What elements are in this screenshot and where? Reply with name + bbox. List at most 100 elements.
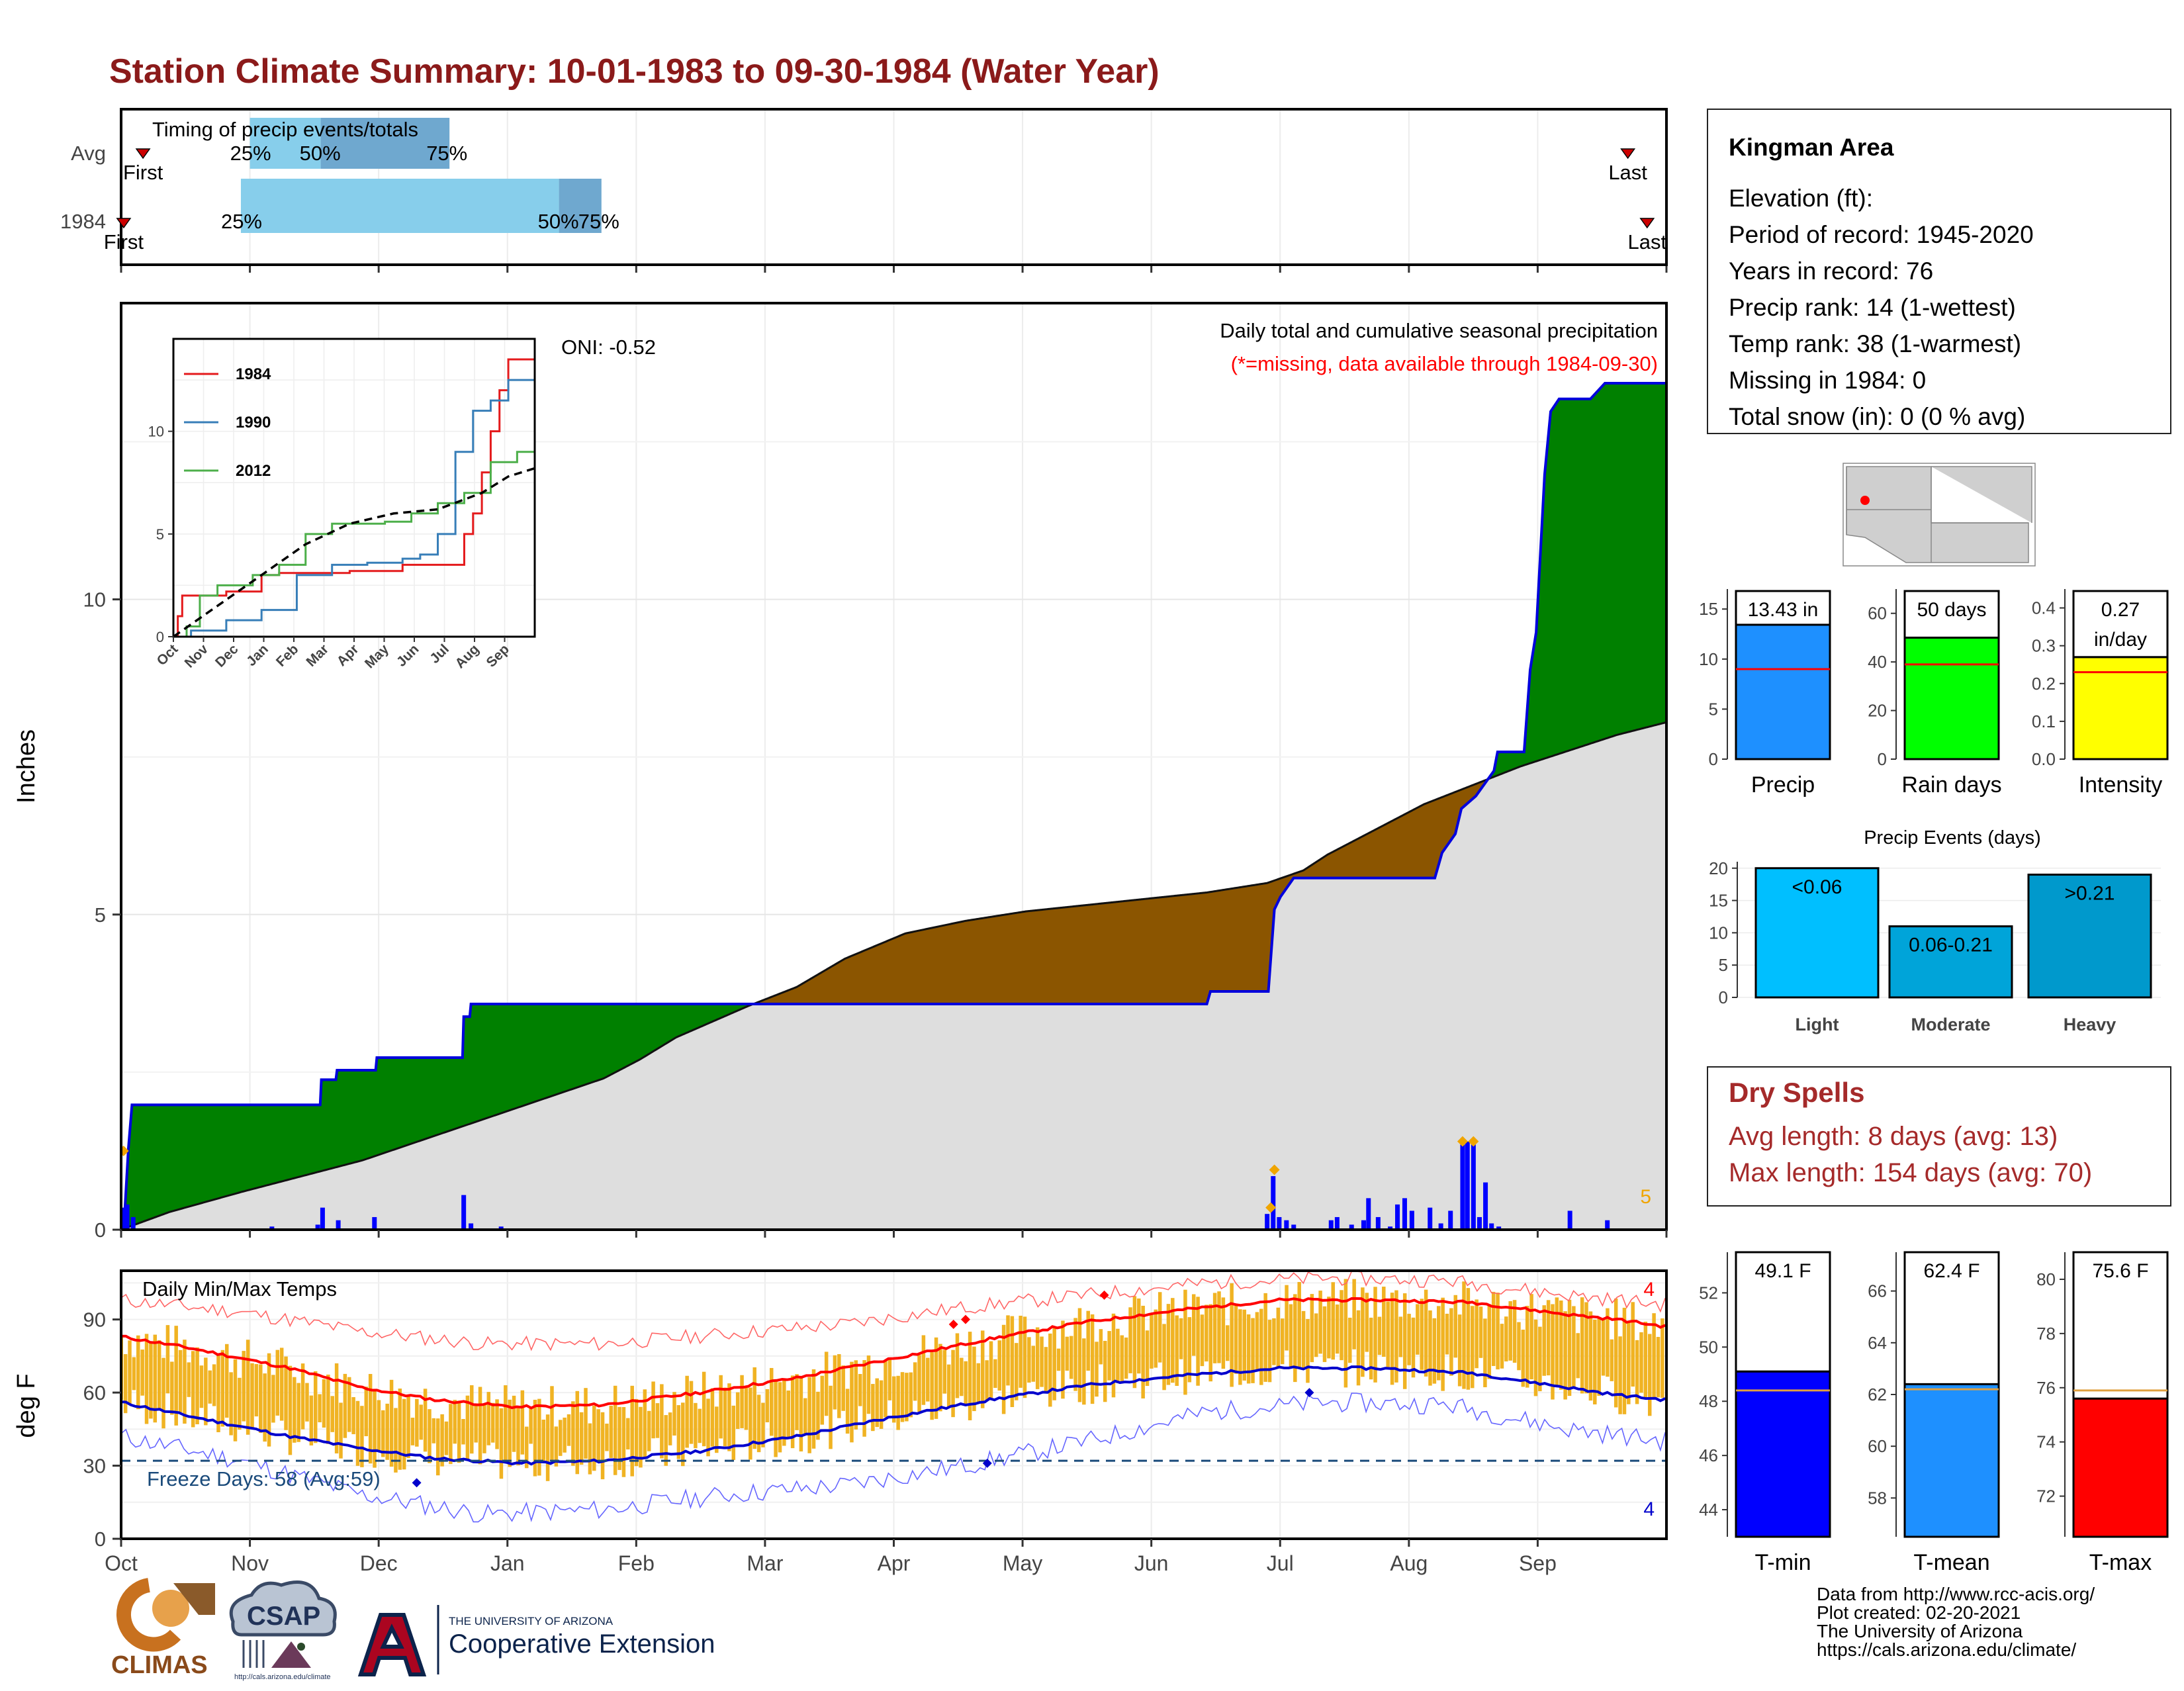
- daily-temp-range-bar: [592, 1405, 596, 1471]
- daily-temp-range-bar: [541, 1420, 545, 1462]
- daily-temp-range-bar: [1306, 1318, 1310, 1383]
- record-max-line: [121, 1271, 1666, 1351]
- summary-category-label: Precip: [1751, 772, 1815, 798]
- daily-temp-range-bar: [204, 1357, 208, 1426]
- ua-block-a-icon: [357, 1613, 427, 1676]
- daily-precip-bar: [1483, 1182, 1488, 1230]
- events-category-label: Heavy: [2064, 1015, 2116, 1034]
- daily-temp-range-bar: [1322, 1306, 1327, 1362]
- temperature-month-label: Apr: [878, 1551, 911, 1575]
- daily-temp-range-bar: [1015, 1343, 1019, 1400]
- daily-temp-range-bar: [660, 1384, 664, 1459]
- daily-precip-bar: [1361, 1220, 1366, 1230]
- daily-temp-range-bar: [1217, 1291, 1221, 1363]
- daily-temp-range-bar: [279, 1348, 284, 1421]
- daily-temp-range-bar: [432, 1418, 436, 1443]
- daily-temp-range-bar: [449, 1404, 453, 1465]
- daily-temp-range-bar: [1086, 1310, 1090, 1371]
- dry-spells-title: Dry Spells: [1729, 1077, 1864, 1108]
- cumulative-ytick-label: 10: [83, 588, 106, 612]
- daily-temp-range-bar: [1343, 1279, 1348, 1388]
- daily-temp-range-bar: [275, 1349, 280, 1416]
- summary-ytick-label: 52: [1699, 1283, 1718, 1303]
- events-ytick-label: 0: [1719, 987, 1728, 1007]
- station-snow: Total snow (in): 0 (0 % avg): [1729, 403, 2025, 430]
- inset-month-label: Apr: [334, 641, 362, 669]
- daily-temp-range-bar: [664, 1415, 668, 1466]
- daily-temp-range-bar: [588, 1423, 592, 1475]
- summary-ytick-label: 62: [1868, 1385, 1887, 1404]
- daily-temp-range-bar: [1647, 1334, 1652, 1416]
- daily-temp-range-bar: [533, 1399, 537, 1477]
- station-years: Years in record: 76: [1729, 257, 1933, 285]
- temperature-month-label: Nov: [231, 1551, 269, 1575]
- daily-temp-range-bar: [250, 1363, 254, 1430]
- daily-temp-range-bar: [1150, 1313, 1154, 1369]
- inset-legend-label: 2012: [236, 462, 271, 480]
- daily-precip-bar: [1334, 1216, 1340, 1230]
- daily-temp-range-bar: [960, 1357, 964, 1396]
- daily-precip-bar: [1496, 1226, 1502, 1230]
- inset-month-label: Jan: [244, 641, 271, 669]
- daily-temp-range-bar: [605, 1424, 609, 1451]
- daily-temp-range-bar: [419, 1404, 423, 1440]
- daily-temp-range-bar: [702, 1371, 706, 1447]
- daily-temp-range-bar: [1208, 1304, 1212, 1382]
- summary-ytick-label: 44: [1699, 1500, 1718, 1520]
- daily-temp-range-bar: [1056, 1348, 1061, 1371]
- daily-precip-bar: [1328, 1220, 1334, 1230]
- daily-temp-range-bar: [563, 1417, 567, 1453]
- daily-temp-range-bar: [630, 1385, 634, 1477]
- daily-temp-range-bar: [1593, 1319, 1597, 1404]
- events-ytick-label: 5: [1719, 955, 1728, 975]
- daily-temp-range-bar: [976, 1363, 981, 1404]
- daily-temp-range-bar: [254, 1364, 259, 1417]
- inset-legend-label: 1984: [236, 365, 271, 383]
- daily-temp-range-bar: [486, 1392, 491, 1445]
- daily-precip-bar: [121, 1207, 126, 1230]
- daily-temp-range-bar: [1643, 1322, 1648, 1398]
- daily-temp-range-bar: [1352, 1279, 1356, 1349]
- daily-precip-bar: [1438, 1223, 1443, 1230]
- daily-temp-range-bar: [178, 1349, 183, 1412]
- daily-temp-range-bar: [398, 1389, 402, 1470]
- daily-temp-range-bar: [1099, 1329, 1103, 1365]
- daily-temp-range-bar: [309, 1395, 314, 1445]
- daily-temp-range-bar: [1061, 1320, 1065, 1399]
- daily-precip-bar: [1477, 1216, 1482, 1230]
- summary-ytick-label: 0.1: [2032, 711, 2056, 731]
- daily-temp-range-bar: [322, 1379, 326, 1428]
- summary-value-label: 75.6 F: [2092, 1260, 2148, 1282]
- daily-temp-range-bar: [368, 1373, 373, 1464]
- daily-temp-range-bar: [1525, 1306, 1529, 1388]
- daily-temp-range-bar: [537, 1398, 541, 1476]
- daily-temp-range-bar: [803, 1398, 807, 1436]
- daily-temp-range-bar: [1491, 1291, 1496, 1366]
- daily-temp-range-bar: [351, 1396, 355, 1434]
- temperature-panel: 0 30 60 90 Oct Nov Dec Jan Feb Mar Apr May Jun Jul Aug…: [13, 1269, 1668, 1575]
- temperature-month-label: Jan: [490, 1551, 525, 1575]
- daily-temp-range-bar: [930, 1352, 934, 1420]
- daily-temp-range-bar: [617, 1406, 621, 1471]
- record-low-marker: [982, 1458, 992, 1468]
- daily-temp-range-bar: [263, 1373, 267, 1442]
- summary-ytick-label: 0.0: [2032, 749, 2056, 769]
- daily-temp-range-bar: [242, 1351, 246, 1422]
- cumulative-ylabel: Inches: [13, 729, 40, 803]
- daily-temp-range-bar: [508, 1399, 512, 1467]
- inset-month-label: Oct: [154, 641, 181, 668]
- daily-precip-bar: [315, 1224, 320, 1230]
- daily-temp-range-bar: [554, 1426, 559, 1467]
- timing-first-label: First: [123, 161, 163, 184]
- timing-panel: Timing of precip events/totals Avg 1984 …: [60, 108, 1668, 273]
- summary-category-label: Intensity: [2079, 772, 2163, 798]
- daily-temp-range-bar: [1238, 1309, 1242, 1385]
- daily-temp-range-bar: [1267, 1320, 1272, 1383]
- temperature-month-label: Mar: [747, 1551, 783, 1575]
- daily-temp-range-bar: [862, 1360, 866, 1437]
- daily-temp-range-bar: [415, 1398, 419, 1447]
- daily-temp-range-bar: [1597, 1318, 1601, 1396]
- daily-temp-range-bar: [1010, 1316, 1015, 1408]
- daily-temp-range-bar: [1373, 1287, 1377, 1383]
- station-elevation: Elevation (ft):: [1729, 185, 1873, 212]
